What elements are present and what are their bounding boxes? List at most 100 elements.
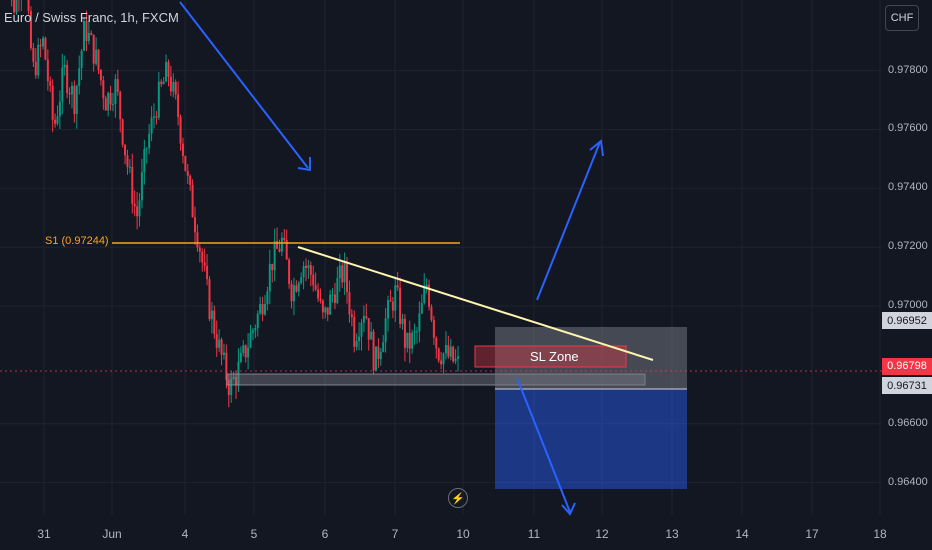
candle-body (73, 85, 76, 115)
downtrend-arrow (179, 1, 309, 169)
candle-body (37, 44, 40, 76)
candle-body (321, 300, 324, 313)
candle-body (68, 93, 71, 95)
candle-body (124, 144, 127, 156)
candle-body (235, 376, 238, 386)
candle-body (177, 94, 180, 117)
candle-body (225, 352, 228, 380)
candle-body (157, 81, 160, 118)
candle-body (384, 318, 387, 343)
candle-body (227, 379, 230, 396)
candle-body (312, 274, 315, 286)
candle-body (268, 263, 271, 292)
candle-body (174, 81, 177, 95)
candle-body (90, 32, 93, 35)
lightning-icon[interactable]: ⚡ (448, 488, 468, 508)
time-axis-label: 13 (665, 527, 679, 541)
candle-body (169, 76, 172, 92)
candle-body (259, 303, 262, 314)
candle-body (232, 376, 235, 379)
candle-body (401, 318, 404, 324)
candle-body (167, 62, 170, 77)
candle-body (145, 148, 148, 150)
candle-body (198, 247, 201, 252)
candle-body (63, 64, 66, 68)
candle-body (454, 358, 457, 362)
stop-loss-zone-box (495, 327, 687, 389)
candle-body (143, 149, 146, 173)
candle-body (131, 166, 134, 204)
time-axis-label: 18 (873, 527, 887, 541)
candle-body (247, 347, 250, 358)
candle-body (249, 332, 252, 348)
candle-body (394, 285, 397, 311)
candle-body (420, 303, 423, 314)
candle-body (54, 119, 57, 124)
price-axis-label: 0.97400 (888, 181, 928, 194)
candle-body (307, 265, 310, 268)
candle-body (39, 44, 42, 47)
candle-body (194, 217, 197, 233)
candle-body (109, 92, 112, 105)
candle-body (215, 334, 218, 348)
candle-body (329, 294, 332, 315)
price-axis-label: 0.97200 (888, 240, 928, 253)
candle-body (428, 284, 431, 307)
candle-body (203, 262, 206, 266)
breakout-up-arrow-head (589, 139, 604, 157)
candle-body (435, 337, 438, 349)
candle-body (153, 116, 155, 118)
candle-body (348, 292, 351, 315)
breakdown-arrow-head (561, 502, 576, 516)
candle-body (186, 170, 189, 176)
candle-body (256, 313, 259, 329)
candle-body (239, 352, 242, 362)
price-axis-label: 0.97000 (888, 299, 928, 312)
chart-grid (0, 0, 882, 515)
candle-body (341, 265, 344, 283)
candle-body (80, 50, 83, 69)
candle-body (58, 101, 61, 117)
candle-body (27, 0, 30, 12)
candle-body (242, 345, 245, 353)
candle-body (350, 314, 353, 318)
candle-body (276, 241, 279, 249)
candle-body (128, 166, 131, 168)
price-axis-label: 0.96400 (888, 475, 928, 488)
candle-body (15, 0, 18, 13)
candle-body (440, 360, 443, 365)
candle-body (317, 289, 320, 299)
candle-body (314, 285, 317, 290)
candle-body (172, 81, 175, 92)
candle-body (83, 21, 86, 51)
candle-body (102, 80, 105, 99)
candle-body (399, 287, 402, 324)
candle-body (150, 117, 153, 134)
candle-body (189, 175, 192, 185)
price-axis-label: 0.97800 (888, 63, 928, 76)
currency-button[interactable]: CHF (885, 5, 919, 31)
candle-body (244, 345, 247, 358)
candle-body (210, 310, 213, 320)
candle-body (32, 47, 35, 62)
candle-body (42, 37, 45, 47)
candle-body (452, 346, 455, 362)
candle-body (370, 331, 373, 340)
candle-body (237, 361, 240, 386)
candle-body (280, 237, 283, 252)
candle-body (70, 85, 73, 95)
candle-body (191, 184, 194, 218)
candle-body (181, 143, 184, 156)
candle-body (220, 339, 223, 355)
candle-body (358, 336, 361, 341)
candle-body (266, 291, 269, 305)
candle-body (382, 342, 385, 352)
candle-body (377, 346, 380, 359)
candle-body (372, 331, 375, 371)
candle-body (208, 279, 211, 320)
chart-title: Euro / Swiss Franc, 1h, FXCM (4, 10, 179, 25)
candle-body (387, 300, 390, 319)
candle-body (261, 303, 264, 315)
candle-body (367, 318, 370, 340)
